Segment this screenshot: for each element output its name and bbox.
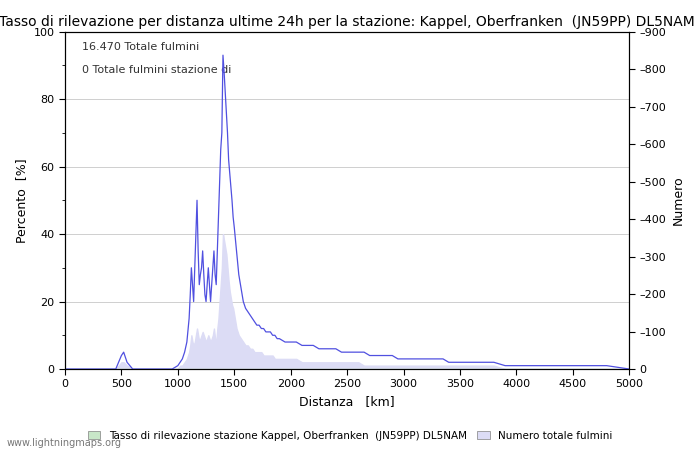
Text: www.lightningmaps.org: www.lightningmaps.org	[7, 438, 122, 448]
X-axis label: Distanza   [km]: Distanza [km]	[300, 395, 395, 408]
Y-axis label: Percento  [%]: Percento [%]	[15, 158, 28, 243]
Text: 0 Totale fulmini stazione di: 0 Totale fulmini stazione di	[82, 65, 231, 75]
Y-axis label: Numero: Numero	[672, 176, 685, 225]
Title: Tasso di rilevazione per distanza ultime 24h per la stazione: Kappel, Oberfranke: Tasso di rilevazione per distanza ultime…	[0, 15, 695, 29]
Legend: Tasso di rilevazione stazione Kappel, Oberfranken  (JN59PP) DL5NAM, Numero total: Tasso di rilevazione stazione Kappel, Ob…	[83, 427, 617, 445]
Text: 16.470 Totale fulmini: 16.470 Totale fulmini	[82, 42, 200, 52]
